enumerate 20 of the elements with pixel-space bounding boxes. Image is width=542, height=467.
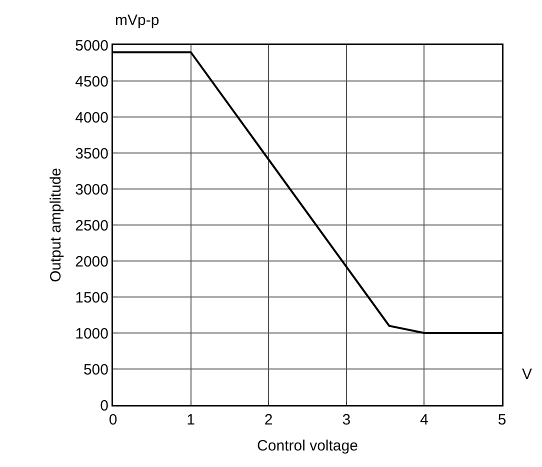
x-tick-label: 1 <box>186 412 195 428</box>
y-tick-label: 5000 <box>75 37 108 54</box>
y-tick-label: 1500 <box>75 289 108 306</box>
y-axis-title: Output amplitude <box>48 168 65 282</box>
y-tick-label: 2500 <box>75 217 108 234</box>
y-tick-label: 4000 <box>75 109 108 126</box>
text: V <box>522 366 532 383</box>
y-tick-label: 4500 <box>75 73 108 90</box>
x-tick-label: 2 <box>264 412 273 428</box>
x-tick-label: 5 <box>498 412 506 428</box>
x-tick-label: 4 <box>420 412 428 428</box>
x-axis-title: Control voltage <box>257 437 358 454</box>
y-tick-label: 0 <box>100 397 108 414</box>
x-tick-label: 3 <box>342 412 351 428</box>
y-tick-label: 500 <box>83 361 108 378</box>
y-tick-label: 3000 <box>75 181 108 198</box>
y-tick-label: 2000 <box>75 253 108 270</box>
y-tick-label: 1000 <box>75 325 108 342</box>
text: mVp-p <box>115 12 160 29</box>
y-tick-label: 3500 <box>75 145 108 162</box>
